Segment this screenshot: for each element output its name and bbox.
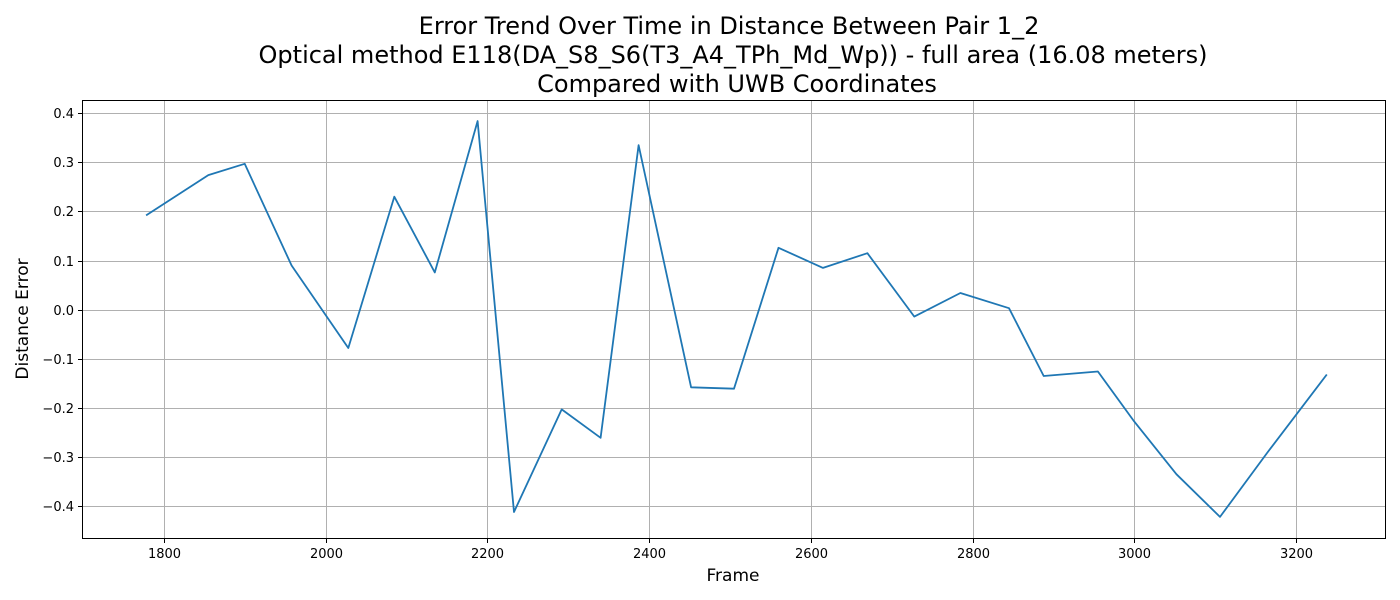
y-tick-label: −0.2 (42, 402, 74, 417)
y-tick-label: −0.3 (42, 451, 74, 466)
y-tick-label: 0.3 (53, 156, 74, 171)
chart-title: Error Trend Over Time in Distance Betwee… (259, 12, 1208, 98)
y-tick-label: 0.0 (53, 304, 74, 319)
chart-title-line-3: Compared with UWB Coordinates (537, 70, 937, 98)
y-axis-label: Distance Error (13, 258, 33, 379)
x-tick-label: 2800 (957, 547, 990, 562)
y-tick-label: 0.4 (53, 107, 74, 122)
y-tick-label: −0.4 (42, 500, 74, 515)
axis-ticks: 1800 2000 2200 2400 2600 2800 3000 3200 −0.4 −0.3… (42, 107, 1313, 562)
chart-title-line-1: Error Trend Over Time in Distance Betwee… (419, 12, 1040, 40)
plot-area-frame (82, 100, 1386, 539)
y-tick-label: −0.1 (42, 353, 74, 368)
grid (83, 101, 1385, 538)
x-tick-label: 2000 (310, 547, 343, 562)
series-layer (145, 120, 1328, 518)
x-axis-label: Frame (707, 566, 760, 586)
chart-title-line-2: Optical method E118(DA_S8_S6(T3_A4_TPh_M… (259, 41, 1208, 69)
x-tick-label: 1800 (148, 547, 181, 562)
y-tick-label: 0.2 (53, 205, 74, 220)
x-tick-label: 2400 (633, 547, 666, 562)
x-tick-label: 2200 (471, 547, 504, 562)
x-tick-label: 3200 (1280, 547, 1313, 562)
x-tick-label: 3000 (1118, 547, 1151, 562)
x-tick-label: 2600 (795, 547, 828, 562)
y-tick-label: 0.1 (53, 255, 74, 270)
